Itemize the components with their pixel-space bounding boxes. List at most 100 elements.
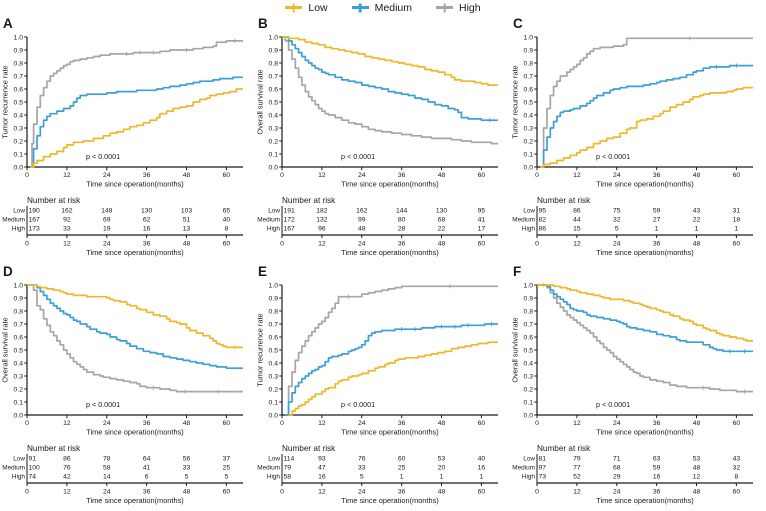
risk-value-high: 52 [573,474,581,481]
x-axis-title: Time since operation(months) [86,180,184,189]
panel-letter: B [258,16,268,31]
risk-value-high: 1 [400,474,404,481]
risk-value-medium: 172 [284,217,296,224]
risk-value-low: 86 [573,208,581,215]
risk-value-high: 5 [615,226,619,233]
risk-row-label-low: Low [268,208,280,215]
p-value: p < 0.0001 [86,152,120,161]
y-tick-label: 1.0 [269,34,279,41]
x-tick-label: 12 [318,420,326,427]
panel-D-svg: D 0.0 0.1 0.2 0.3 0.4 0.5 0.6 0.7 0.8 0.9 1.0 0 12 24 3… [1,264,243,505]
risk-x-axis-title: Time since operation(months) [86,496,184,505]
risk-value-low: 63 [653,456,661,463]
x-tick-label: 0 [25,172,29,179]
risk-x-tick-label: 36 [143,489,151,496]
risk-value-low: 162 [356,208,368,215]
risk-row-label-high: High [522,474,536,481]
risk-row-label-medium: Medium [2,465,25,472]
x-tick-label: 60 [478,172,486,179]
risk-value-high: 15 [573,226,581,233]
curve-low [288,341,498,416]
legend-marker-medium-icon [351,6,369,9]
risk-value-high: 1 [695,226,699,233]
x-tick-label: 36 [143,420,151,427]
p-value: p < 0.0001 [341,152,375,161]
curve-low [282,36,498,86]
risk-x-tick-label: 60 [223,489,231,496]
risk-value-high: 96 [318,226,326,233]
risk-value-medium: 16 [478,465,486,472]
risk-x-tick-label: 0 [25,489,29,496]
risk-value-medium: 18 [733,217,741,224]
x-tick-label: 0 [535,420,539,427]
risk-row-label-low: Low [13,208,25,215]
risk-value-medium: 41 [143,465,151,472]
risk-value-low: 81 [539,456,547,463]
risk-x-tick-label: 12 [573,489,581,496]
risk-x-tick-label: 12 [318,489,326,496]
risk-value-low: 53 [438,456,446,463]
panel-C: C 0.0 0.1 0.2 0.3 0.4 0.5 0.6 0.7 0.8 0.9 1.0 0 12 24 3… [510,15,765,263]
risk-value-high: 167 [284,226,296,233]
curve-medium [285,323,498,416]
risk-x-axis-title: Time since operation(months) [341,248,439,257]
y-tick-label: 0.4 [524,112,534,119]
risk-value-medium: 76 [63,465,71,472]
panel-letter: F [513,264,521,279]
y-tick-label: 0.2 [524,138,534,145]
risk-value-high: 13 [183,226,191,233]
panel-F-svg: F 0.0 0.1 0.2 0.3 0.4 0.5 0.6 0.7 0.8 0.9 1.0 0 12 24 3… [511,264,753,505]
x-tick-label: 12 [63,172,71,179]
risk-x-axis-title: Time since operation(months) [86,248,184,257]
x-tick-label: 24 [613,420,621,427]
risk-value-medium: 82 [539,217,547,224]
y-tick-label: 0.1 [269,399,279,406]
legend-marker-low-icon [285,6,303,9]
x-tick-label: 48 [183,172,191,179]
y-tick-label: 0.2 [269,138,279,145]
y-tick-label: 0.8 [269,60,279,67]
risk-value-medium: 62 [143,217,151,224]
y-tick-label: 0.8 [524,60,534,67]
x-tick-label: 60 [733,172,741,179]
risk-x-tick-label: 24 [103,489,111,496]
risk-x-tick-label: 60 [733,241,741,248]
risk-value-high: 86 [539,226,547,233]
risk-value-high: 58 [284,474,292,481]
x-tick-label: 36 [653,172,661,179]
risk-value-high: 6 [145,474,149,481]
risk-x-tick-label: 12 [63,241,71,248]
risk-value-medium: 41 [478,217,486,224]
y-tick-label: 0.8 [524,308,534,315]
x-tick-label: 24 [103,172,111,179]
y-tick-label: 0.5 [269,99,279,106]
risk-value-high: 12 [693,474,701,481]
risk-value-low: 95 [478,208,486,215]
risk-x-tick-label: 36 [398,489,406,496]
risk-value-medium: 97 [539,465,547,472]
risk-row-label-low: Low [268,456,280,463]
risk-value-low: 71 [613,456,621,463]
risk-value-medium: 59 [653,465,661,472]
y-tick-label: 0.7 [269,73,279,80]
risk-value-high: 16 [318,474,326,481]
x-tick-label: 12 [318,172,326,179]
legend-item-high: High [436,2,481,14]
risk-row-label-medium: Medium [257,465,280,472]
risk-value-medium: 48 [693,465,701,472]
risk-value-low: 79 [573,456,581,463]
x-tick-label: 36 [653,420,661,427]
y-tick-label: 0.3 [14,125,24,132]
risk-value-high: 16 [143,226,151,233]
x-tick-label: 0 [535,172,539,179]
y-tick-label: 0.0 [14,164,24,171]
panel-letter: D [3,264,13,279]
risk-value-low: 86 [63,456,71,463]
risk-x-axis-title: Time since operation(months) [596,248,694,257]
risk-row-label-low: Low [523,208,535,215]
x-tick-label: 36 [143,172,151,179]
y-tick-label: 0.5 [14,347,24,354]
x-tick-label: 0 [280,172,284,179]
y-tick-label: 0.4 [524,360,534,367]
